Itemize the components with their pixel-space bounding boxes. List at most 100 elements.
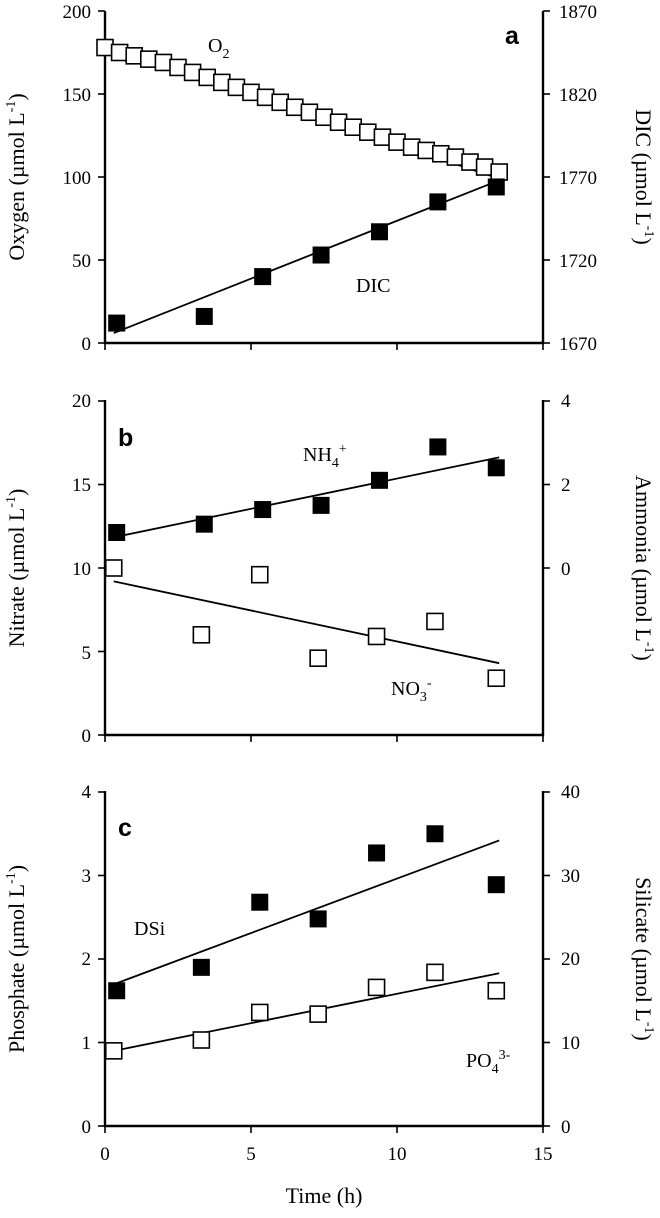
panel-a-left-tick-label: 100 [63, 168, 92, 189]
panel-c-x-tick-labels: 0 5 10 15 [100, 1144, 552, 1165]
panel-b-right-tick-label: 0 [561, 559, 571, 580]
o2-data-point [490, 163, 509, 181]
panel-b-right-tick-labels: 0 2 4 [561, 391, 571, 580]
panel-a-right-tick-label: 1720 [559, 251, 597, 272]
nh4-data-point [195, 515, 213, 533]
dsi-data-point [251, 893, 269, 911]
panel-a-dic-label: DIC [356, 275, 390, 297]
o2-data-point [125, 47, 143, 65]
po43-data-point [487, 981, 506, 1000]
panel-c-left-axis-title: Phosphate (µmol L-1) [4, 865, 29, 1053]
panel-c-x-axis-title: Time (h) [286, 1183, 363, 1208]
po43-data-point [309, 1005, 327, 1023]
panel-c-ticks [98, 791, 550, 1133]
dic-data-point [312, 246, 330, 264]
panel-b-ticks [98, 400, 550, 742]
o2-data-point [475, 158, 494, 176]
panel-b: 0 5 10 15 20 0 2 4 Nitrate (µmol L-1) Am… [4, 391, 656, 747]
po43-data-point [250, 1003, 269, 1022]
panel-a-right-tick-label: 1820 [559, 85, 597, 106]
no3-data-point [192, 625, 211, 644]
no3-data-point [309, 649, 327, 667]
panel-c-letter: c [118, 814, 132, 842]
panel-c-plot [104, 825, 506, 1060]
dic-data-point [370, 223, 388, 241]
panel-a-left-tick-label: 150 [63, 85, 92, 106]
o2-data-point [446, 148, 465, 166]
o2-data-point [388, 133, 406, 151]
panel-c-po4-label: PO43- [466, 1048, 511, 1077]
panel-a-left-axis-title: Oxygen (µmol L-1) [4, 93, 29, 260]
panel-b-right-tick-label: 2 [561, 475, 571, 496]
o2-data-point [198, 68, 216, 87]
po43-data-point [104, 1042, 123, 1060]
o2-data-point [344, 118, 363, 136]
panel-a-left-tick-label: 50 [72, 251, 91, 272]
panel-b-right-axis-title: Ammonia (µmol L-1) [631, 475, 656, 661]
o2-data-point [285, 98, 304, 117]
no3-data-point [250, 565, 269, 584]
panel-c-left-tick-label: 0 [82, 1117, 92, 1138]
panel-a-ticks [98, 10, 550, 350]
dsi-data-point [108, 982, 126, 1000]
panel-a-letter: a [505, 22, 520, 50]
o2-data-point [154, 53, 173, 72]
panel-c-right-axis-title: Silicate (µmol L-1) [631, 877, 656, 1041]
nh4-data-point [312, 496, 330, 514]
panel-c-left-tick-label: 1 [82, 1033, 92, 1054]
dic-data-point [487, 178, 505, 196]
nh4-data-point [254, 501, 272, 519]
nh4-fit-line [116, 456, 500, 538]
panel-a-right-tick-label: 1870 [559, 2, 597, 23]
panel-b-left-tick-label: 10 [72, 559, 91, 580]
panel-b-nh4-label: NH4+ [303, 442, 347, 471]
panel-c-right-tick-labels: 0 10 20 30 40 [561, 782, 580, 1138]
panel-a-left-tick-label: 0 [82, 334, 92, 355]
o2-data-point [315, 108, 333, 127]
panel-a-right-tick-label: 1770 [559, 168, 597, 189]
panel-c-right-tick-label: 20 [561, 949, 580, 970]
dic-data-point [254, 268, 272, 286]
panel-c-x-tick-label: 5 [246, 1144, 256, 1165]
panel-b-right-tick-label: 4 [561, 391, 571, 412]
o2-data-point [373, 128, 392, 146]
no3-fit-line [113, 580, 500, 665]
panel-b-left-tick-label: 15 [72, 475, 91, 496]
panel-a-o2-label: O2 [208, 35, 229, 62]
panel-c-left-tick-label: 4 [82, 782, 92, 803]
no3-data-point [487, 669, 506, 688]
panel-b-no3-label: NO3- [391, 676, 432, 705]
dic-data-point [108, 314, 126, 332]
dsi-fit-line [116, 839, 500, 985]
panel-a-left-tick-label: 200 [63, 2, 92, 23]
o2-data-point [213, 73, 231, 92]
panel-a-right-axis-title: DIC (µmol L-1) [631, 109, 656, 245]
no3-data-point [367, 627, 386, 646]
po43-data-point [192, 1031, 211, 1049]
o2-data-point [417, 141, 436, 160]
panel-c-x-tick-label: 15 [534, 1144, 553, 1165]
po43-data-point [367, 978, 386, 997]
panel-b-left-tick-label: 0 [82, 726, 92, 747]
panel-a: 0 50 100 150 200 1670 1720 1770 1820 187… [4, 2, 656, 355]
panel-a-left-tick-labels: 0 50 100 150 200 [63, 2, 92, 355]
panel-c-right-tick-label: 10 [561, 1033, 580, 1054]
panel-b-left-tick-labels: 0 5 10 15 20 [72, 391, 91, 747]
panel-a-right-tick-labels: 1670 1720 1770 1820 1870 [559, 2, 597, 355]
panel-c: 0 1 2 3 4 0 10 20 30 40 0 5 10 15 Time (… [4, 782, 656, 1208]
panel-c-dsi-label: DSi [134, 918, 166, 940]
panel-a-plot [96, 38, 509, 334]
o2-data-point [256, 88, 275, 107]
dic-data-point [429, 193, 447, 211]
o2-data-point [140, 50, 158, 68]
panel-c-left-tick-label: 3 [82, 866, 92, 887]
o2-data-point [300, 103, 319, 122]
nh4-data-point [429, 438, 447, 456]
o2-data-point [358, 123, 377, 141]
panel-b-left-axis-title: Nitrate (µmol L-1) [4, 489, 29, 648]
o2-data-point [110, 43, 129, 62]
o2-data-point [461, 153, 479, 171]
nh4-data-point [487, 459, 505, 477]
o2-data-point [169, 58, 187, 77]
